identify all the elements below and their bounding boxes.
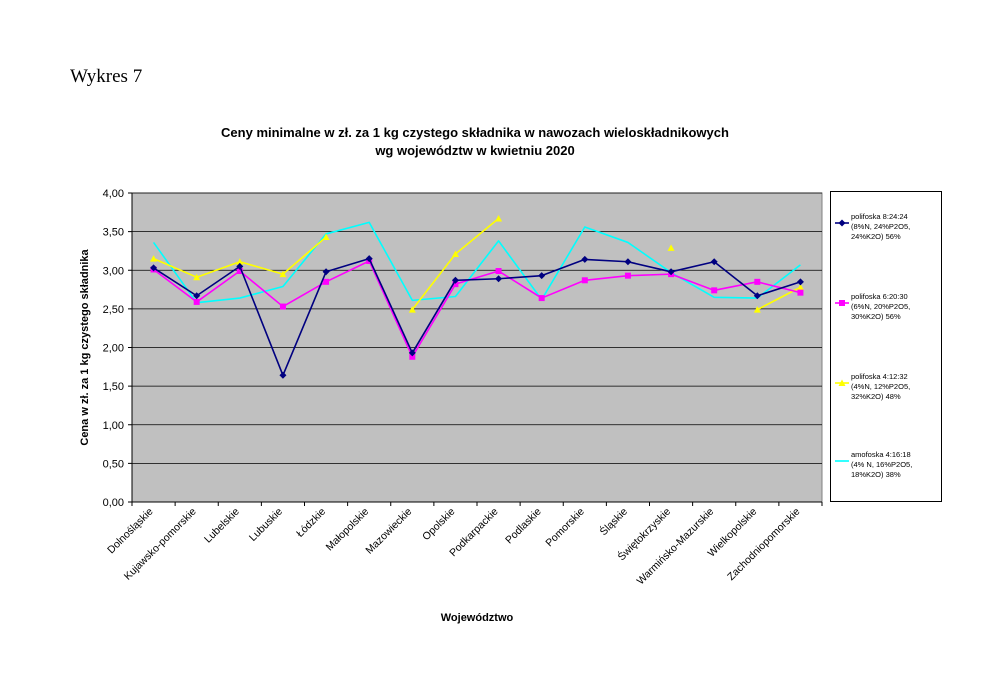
series-3-point [279,270,287,278]
legend-swatch-4 [835,460,849,462]
series-1-point [279,371,287,379]
legend-swatch-3 [835,379,849,386]
y-tick-label: 2,00 [103,343,124,355]
legend-swatch-2 [835,300,849,306]
series-1-point [538,272,546,280]
series-2-point [624,272,631,279]
series-1-point [236,262,244,270]
series-group [150,214,804,379]
legend-label-2: polifoska 6:20:30 (6%N, 20%P2O5, 30%K2O)… [851,292,911,321]
series-2-point [581,277,588,284]
series-1-point [193,292,201,300]
series-1-point [667,268,675,276]
legend-label-1: polifoska 8:24:24 (8%N, 24%P2O5, 24%K2O)… [851,212,911,241]
x-tick-label: Opolskie [420,506,457,543]
y-tick-label: 0,00 [103,497,124,509]
series-2-line [153,260,801,358]
series-1 [150,255,804,379]
series-2-point [754,278,761,285]
y-tick-label: 1,00 [103,420,124,432]
legend-label-4: amofoska 4:16:18 (4% N, 16%P2O5, 18%K2O)… [851,450,913,479]
series-3-point [408,306,416,313]
series-1-point [710,258,718,266]
series-3-point [193,273,201,281]
series-4 [152,221,801,304]
series-3-point [753,306,761,313]
legend-swatch-marker [839,300,845,306]
series-3-point [236,258,244,265]
x-tick-label: Zachodniopomorskie [725,506,803,584]
x-tick-label: Warmińsko-Mazurskie [635,506,717,588]
series-3-point [495,214,503,222]
series-1-point [796,278,804,286]
legend-swatch-marker [838,379,846,386]
series-2-point [409,353,416,360]
series-3-point [322,233,330,241]
series-2-point [797,289,804,296]
series-2-point [193,298,200,305]
series-2-point [495,268,502,275]
x-tick-label: Łódzkie [294,506,328,540]
series-2-point [452,281,459,288]
y-axis-label: Cena w zł. za 1 kg czystego składnika [79,248,91,445]
series-2-point [323,278,330,285]
x-tick-label: Kujawsko-pomorskie [122,506,199,583]
x-axis-label: Województwo [441,612,514,624]
series-1-point [322,268,330,276]
series-1-point [150,264,158,272]
x-tick-label: Lubelskie [202,506,242,546]
series-1-point [495,275,503,283]
y-tick-label: 4,00 [103,188,124,200]
legend: polifoska 8:24:24 (8%N, 24%P2O5, 24%K2O)… [830,191,942,502]
y-tick-label: 3,50 [103,227,124,239]
chart-title-line1: Ceny minimalne w zł. za 1 kg czystego sk… [221,125,729,140]
series-3-point [796,283,804,291]
series-2-point [711,287,718,294]
y-tick-label: 0,50 [103,458,124,470]
series-1-point [451,276,459,284]
x-tick-label: Pomorskie [543,506,587,550]
series-1-line [153,257,801,377]
series-2-point [236,268,243,275]
x-tick-label: Podlaskie [503,506,544,547]
x-tick-label: Mazowieckie [363,506,414,557]
series-2-point [538,295,545,302]
figure-label: Wykres 7 [70,66,143,87]
legend-label-3: polifoska 4:12:32 (4%N, 12%P2O5, 32%K2O)… [851,372,911,401]
series-3-point [150,255,158,262]
legend-swatch-marker [838,219,846,227]
chart-title-line2: wg województw w kwietniu 2020 [375,143,575,158]
series-3 [150,214,804,313]
legend-swatch-1 [835,219,849,227]
series-1-point [753,292,761,300]
series-1-point [365,255,373,263]
chart-title: Ceny minimalne w zł. za 1 kg czystego sk… [130,124,820,160]
series-4-line [152,221,801,304]
series-3-point [451,250,459,258]
y-tick-label: 3,00 [103,265,124,277]
series-2-point [279,303,286,310]
y-axis-ticks: 0,00 0,50 1,00 1,50 2,00 2,50 3,00 3,50 4,00 [103,188,822,509]
y-tick-label: 2,50 [103,304,124,316]
series-1-point [581,255,589,263]
y-tick-label: 1,50 [103,381,124,393]
series-1-point [408,349,416,357]
x-tick-label: Śląskie [597,505,630,538]
series-3-point [667,244,675,251]
x-tick-label: Lubuskie [247,506,285,544]
series-1-point [624,258,632,266]
